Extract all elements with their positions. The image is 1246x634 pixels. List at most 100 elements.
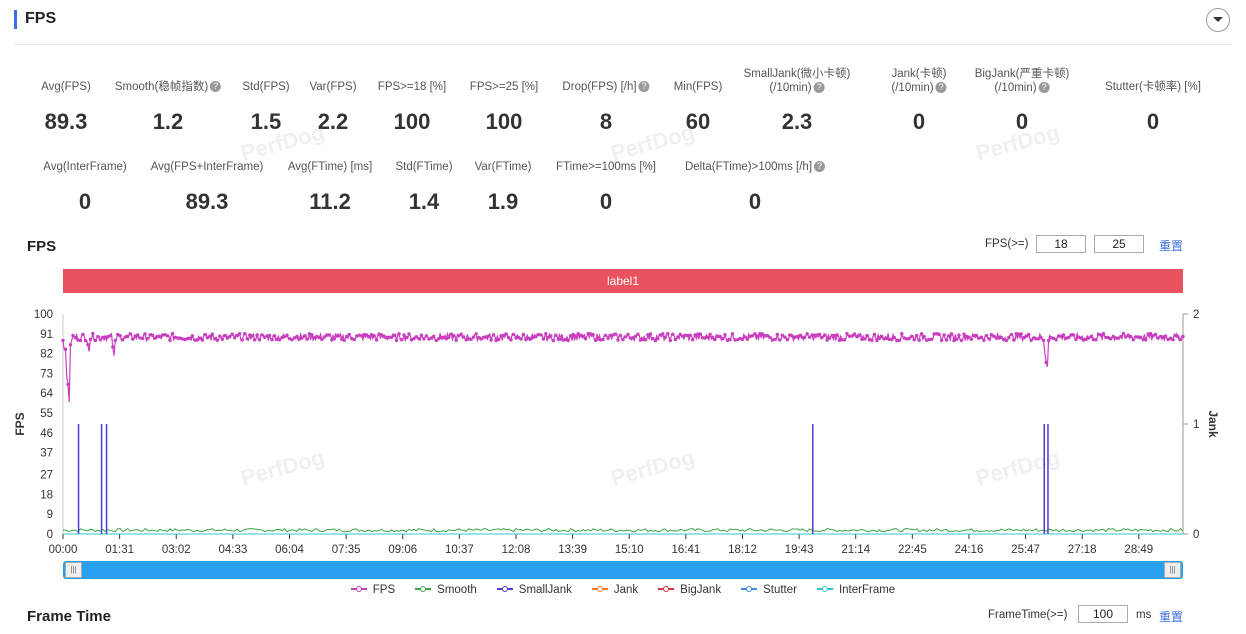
legend-swatch-icon bbox=[415, 585, 432, 592]
fps-data-point bbox=[379, 333, 384, 337]
fps-data-point bbox=[648, 332, 653, 336]
metric-value: 0 bbox=[1146, 109, 1160, 134]
fps-data-point bbox=[939, 338, 944, 343]
fps-data-point bbox=[678, 332, 682, 337]
frametime-reset-link[interactable]: 重置 bbox=[1159, 610, 1184, 624]
fps-data-point bbox=[327, 333, 331, 337]
fps-data-point bbox=[865, 334, 869, 338]
metric-value: 11.2 bbox=[309, 189, 351, 214]
fps-data-point bbox=[992, 334, 996, 338]
fps-data-point bbox=[1163, 334, 1168, 338]
range-slider[interactable]: ||| ||| bbox=[63, 561, 1183, 579]
fps-data-point bbox=[481, 335, 486, 339]
fps-data-point bbox=[812, 333, 817, 337]
legend-item-bigjank[interactable]: BigJank bbox=[658, 584, 721, 596]
fps-data-point bbox=[765, 334, 770, 338]
fps-data-point bbox=[255, 333, 259, 337]
fps-data-point bbox=[1074, 337, 1078, 342]
help-icon[interactable]: ? bbox=[1038, 82, 1050, 94]
fps-data-point bbox=[1039, 336, 1043, 340]
frametime-section-title: Frame Time bbox=[27, 608, 111, 625]
help-icon[interactable]: ? bbox=[813, 82, 825, 94]
slider-handle-right[interactable]: ||| bbox=[1164, 562, 1181, 578]
help-icon[interactable]: ? bbox=[935, 82, 947, 94]
fps-data-point bbox=[915, 333, 919, 338]
fps-threshold-input-1[interactable]: 18 bbox=[1036, 235, 1086, 253]
fps-data-point bbox=[750, 334, 755, 338]
fps-data-point bbox=[491, 333, 496, 337]
slider-handle-left[interactable]: ||| bbox=[65, 562, 82, 578]
fps-data-point bbox=[300, 336, 304, 340]
fps-data-point bbox=[337, 334, 341, 338]
header-accent-bar bbox=[14, 10, 17, 29]
metric-ftime-100ms: FTime>=100ms [%] 0 bbox=[556, 160, 656, 214]
fps-data-point bbox=[584, 337, 588, 341]
legend-item-smalljank[interactable]: SmallJank bbox=[496, 584, 572, 596]
metric-label: FTime>=100ms [%] bbox=[556, 161, 656, 173]
legend-item-jank[interactable]: Jank bbox=[591, 584, 638, 596]
fps-data-point bbox=[1027, 332, 1031, 337]
metric-value: 89.3 bbox=[44, 109, 88, 134]
fps-data-point bbox=[698, 332, 702, 336]
fps-data-point bbox=[225, 336, 229, 340]
fps-data-point bbox=[521, 332, 526, 337]
metric-value: 100 bbox=[485, 109, 523, 134]
y-tick-label: 27 bbox=[40, 470, 53, 482]
fps-data-point bbox=[618, 333, 623, 338]
metric-std-ftime: Std(FTime) 1.4 bbox=[395, 160, 452, 214]
fps-data-point bbox=[1022, 336, 1026, 340]
fps-data-point bbox=[397, 332, 401, 336]
y-tick-label: 0 bbox=[47, 529, 53, 541]
fps-data-point bbox=[126, 334, 130, 339]
legend-item-interframe[interactable]: InterFrame bbox=[816, 584, 895, 596]
fps-data-point bbox=[688, 333, 692, 337]
fps-data-point bbox=[325, 333, 329, 337]
fps-data-point bbox=[745, 337, 750, 341]
frametime-threshold-label: FrameTime(>=) bbox=[988, 609, 1068, 621]
fps-data-point bbox=[613, 332, 618, 336]
fps-data-point bbox=[1139, 335, 1143, 339]
fps-data-point bbox=[536, 332, 541, 337]
fps-data-point bbox=[317, 335, 322, 340]
fps-data-point bbox=[862, 337, 867, 341]
fps-data-point bbox=[447, 335, 451, 339]
fps-data-point bbox=[1176, 335, 1180, 339]
help-icon[interactable]: ? bbox=[210, 81, 222, 93]
help-icon[interactable]: ? bbox=[638, 81, 650, 93]
fps-data-point bbox=[188, 336, 192, 340]
fps-data-point bbox=[1181, 334, 1185, 339]
label-bar[interactable]: label1 bbox=[63, 269, 1183, 293]
fps-data-point bbox=[335, 334, 339, 338]
fps-data-point bbox=[1136, 335, 1140, 339]
legend-item-fps[interactable]: FPS bbox=[350, 584, 395, 596]
fps-data-point bbox=[230, 332, 234, 336]
fps-data-point bbox=[1119, 334, 1123, 339]
metric-label: Avg(FTime) [ms] bbox=[287, 161, 373, 173]
frametime-threshold-input[interactable]: 100 bbox=[1078, 605, 1128, 623]
fps-data-point bbox=[277, 338, 282, 342]
x-tick-label: 24:16 bbox=[955, 544, 984, 556]
fps-data-point bbox=[999, 335, 1003, 340]
fps-chart[interactable]: 0 9 18 27 37 46 55 64 73 82 91 100 0 1 2 FPS Jank 00:00 01… bbox=[0, 300, 1246, 560]
x-tick-label: 10:37 bbox=[445, 544, 474, 556]
fps-data-point bbox=[509, 338, 513, 342]
fps-data-point bbox=[1094, 338, 1098, 342]
fps-data-point bbox=[691, 338, 695, 342]
legend-item-stutter[interactable]: Stutter bbox=[741, 584, 797, 596]
help-icon[interactable]: ? bbox=[814, 161, 826, 173]
collapse-button[interactable] bbox=[1206, 8, 1230, 32]
fps-data-point bbox=[73, 336, 78, 340]
fps-data-point bbox=[944, 338, 949, 342]
legend-item-smooth[interactable]: Smooth bbox=[415, 584, 477, 596]
fps-data-point bbox=[546, 335, 550, 340]
fps-data-point bbox=[696, 332, 700, 336]
fps-data-point bbox=[892, 335, 896, 340]
fps-data-point bbox=[210, 332, 214, 336]
fps-reset-link[interactable]: 重置 bbox=[1159, 239, 1184, 253]
metric-label: Drop(FPS) [/h]? bbox=[562, 80, 650, 94]
fps-threshold-input-2[interactable]: 25 bbox=[1094, 235, 1144, 253]
fps-data-point bbox=[1144, 338, 1148, 342]
metric-label: Std(FPS) bbox=[242, 81, 290, 93]
fps-data-point bbox=[984, 333, 989, 338]
fps-data-point bbox=[798, 333, 802, 338]
